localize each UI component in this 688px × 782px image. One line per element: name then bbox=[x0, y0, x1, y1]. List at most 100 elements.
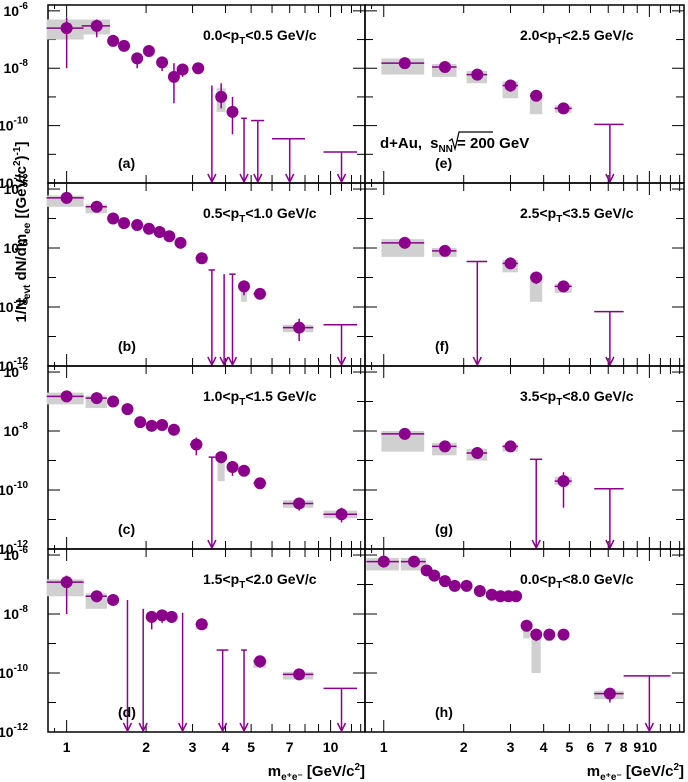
x-title-part: e⁺e⁻ bbox=[281, 772, 303, 782]
pt-subscript: T bbox=[239, 214, 245, 225]
systematic-box bbox=[531, 631, 541, 674]
x-title-part: [GeV/c bbox=[303, 763, 355, 780]
data-point bbox=[398, 236, 411, 249]
pt-range-label: 2.0<pT<2.5 GeV/c bbox=[520, 27, 634, 47]
y-tick-label: 10-12 bbox=[0, 539, 28, 557]
pt-range-upper: <3.5 GeV/c bbox=[562, 205, 633, 221]
data-point bbox=[215, 90, 228, 103]
upper-limit-arrow bbox=[336, 356, 347, 367]
y-tick-base: 10 bbox=[4, 364, 20, 380]
data-point bbox=[471, 68, 484, 81]
data-point bbox=[520, 619, 533, 632]
x-title-part: ] bbox=[360, 763, 365, 780]
y-tick-base: 10 bbox=[4, 3, 20, 19]
y-tick-label: 10-8 bbox=[4, 58, 29, 76]
data-point bbox=[471, 446, 484, 459]
sqrt-s-subscript: NN bbox=[438, 144, 452, 155]
data-point bbox=[192, 62, 205, 75]
data-point bbox=[118, 39, 131, 52]
upper-limit-arrow bbox=[336, 722, 347, 733]
pt-subscript: T bbox=[556, 214, 562, 225]
y-tick-label: 10-6 bbox=[4, 545, 29, 563]
y-tick-exp: -8 bbox=[19, 58, 28, 69]
y-tick-base: 10 bbox=[0, 541, 14, 557]
panel-label: (d) bbox=[118, 704, 136, 720]
x-tick-label: 6 bbox=[587, 739, 595, 755]
data-point bbox=[195, 252, 208, 265]
systematic-box bbox=[381, 431, 425, 452]
upper-limit-arrow bbox=[605, 356, 615, 367]
y-title-part: dN/dm bbox=[13, 234, 30, 285]
data-point bbox=[438, 61, 451, 74]
y-tick-label: 10-12 bbox=[0, 722, 28, 740]
pt-range-label: 0.0<pT<0.5 GeV/c bbox=[203, 27, 317, 47]
upper-limit-arrow bbox=[531, 539, 541, 550]
data-point bbox=[557, 628, 570, 641]
data-point bbox=[543, 628, 556, 641]
panel-h: 1 2 3 4 5 6 7 8 9 10 (h) 0.0<pT<8.0 GeV/c bbox=[364, 548, 685, 755]
sqrt-sign bbox=[448, 131, 493, 152]
y-tick-base: 10 bbox=[0, 482, 14, 498]
panel-g: (g) 3.5<pT<8.0 GeV/c bbox=[364, 365, 685, 550]
data-point bbox=[131, 52, 144, 65]
y-tick-label: 10-8 bbox=[4, 604, 29, 622]
y-axis-title: 1/Nevt dN/dmee [(GeV/c2)-1] bbox=[12, 142, 33, 323]
data-point bbox=[121, 403, 134, 416]
data-point bbox=[603, 687, 616, 700]
y-title-part: -1 bbox=[12, 146, 23, 155]
data-point bbox=[504, 79, 517, 92]
upper-limit-arrow bbox=[217, 722, 228, 733]
pt-range-upper: <0.5 GeV/c bbox=[245, 27, 316, 43]
y-tick-label: 10-6 bbox=[4, 1, 29, 19]
data-point bbox=[238, 464, 251, 477]
upper-limit-arrow bbox=[472, 356, 482, 367]
data-point bbox=[530, 628, 543, 641]
upper-limit-arrow bbox=[207, 356, 217, 367]
data-point bbox=[557, 102, 570, 115]
y-tick-exp: -6 bbox=[19, 362, 28, 373]
data-point bbox=[293, 668, 306, 681]
y-title-part: ee bbox=[22, 222, 33, 234]
data-point bbox=[377, 555, 390, 568]
y-tick-label: 10-10 bbox=[0, 116, 28, 134]
panel-e: (e) 2.0<pT<2.5 GeV/c bbox=[364, 4, 685, 184]
data-point bbox=[398, 427, 411, 440]
data-point bbox=[460, 579, 473, 592]
x-tick-label: 1 bbox=[380, 739, 388, 755]
y-tick-label: 10-12 bbox=[0, 356, 28, 374]
x-title-part: 2 bbox=[354, 762, 360, 773]
data-point bbox=[131, 219, 144, 232]
pt-range-label: 1.5<pT<2.0 GeV/c bbox=[203, 571, 317, 591]
data-point bbox=[226, 105, 239, 118]
data-point bbox=[557, 280, 570, 293]
data-point bbox=[90, 392, 103, 405]
data-point bbox=[107, 593, 120, 606]
y-tick-base: 10 bbox=[4, 547, 20, 563]
pt-range-lower: 0.5<p bbox=[203, 205, 239, 221]
pt-range-label: 0.5<pT<1.0 GeV/c bbox=[203, 205, 317, 225]
data-point bbox=[163, 230, 176, 243]
data-point bbox=[142, 44, 155, 57]
y-tick-exp: -8 bbox=[19, 604, 28, 615]
pt-range-label: 3.5<pT<8.0 GeV/c bbox=[520, 388, 634, 408]
y-title-part: evt bbox=[22, 284, 33, 299]
y-tick-base: 10 bbox=[0, 118, 14, 134]
data-point bbox=[504, 257, 517, 270]
y-tick-exp: -10 bbox=[14, 297, 29, 308]
data-point bbox=[510, 590, 523, 603]
pt-range-lower: 2.5<p bbox=[520, 205, 556, 221]
data-point bbox=[90, 200, 103, 213]
x-tick-label: 3 bbox=[507, 739, 515, 755]
y-tick-exp: -6 bbox=[19, 545, 28, 556]
data-point bbox=[145, 419, 158, 432]
data-point bbox=[153, 225, 166, 238]
data-point bbox=[398, 57, 411, 70]
panel-label: (h) bbox=[435, 704, 453, 720]
y-tick-label: 10-10 bbox=[0, 297, 28, 315]
data-point bbox=[60, 390, 73, 403]
upper-limit-arrow bbox=[253, 173, 263, 184]
data-point bbox=[438, 244, 451, 257]
